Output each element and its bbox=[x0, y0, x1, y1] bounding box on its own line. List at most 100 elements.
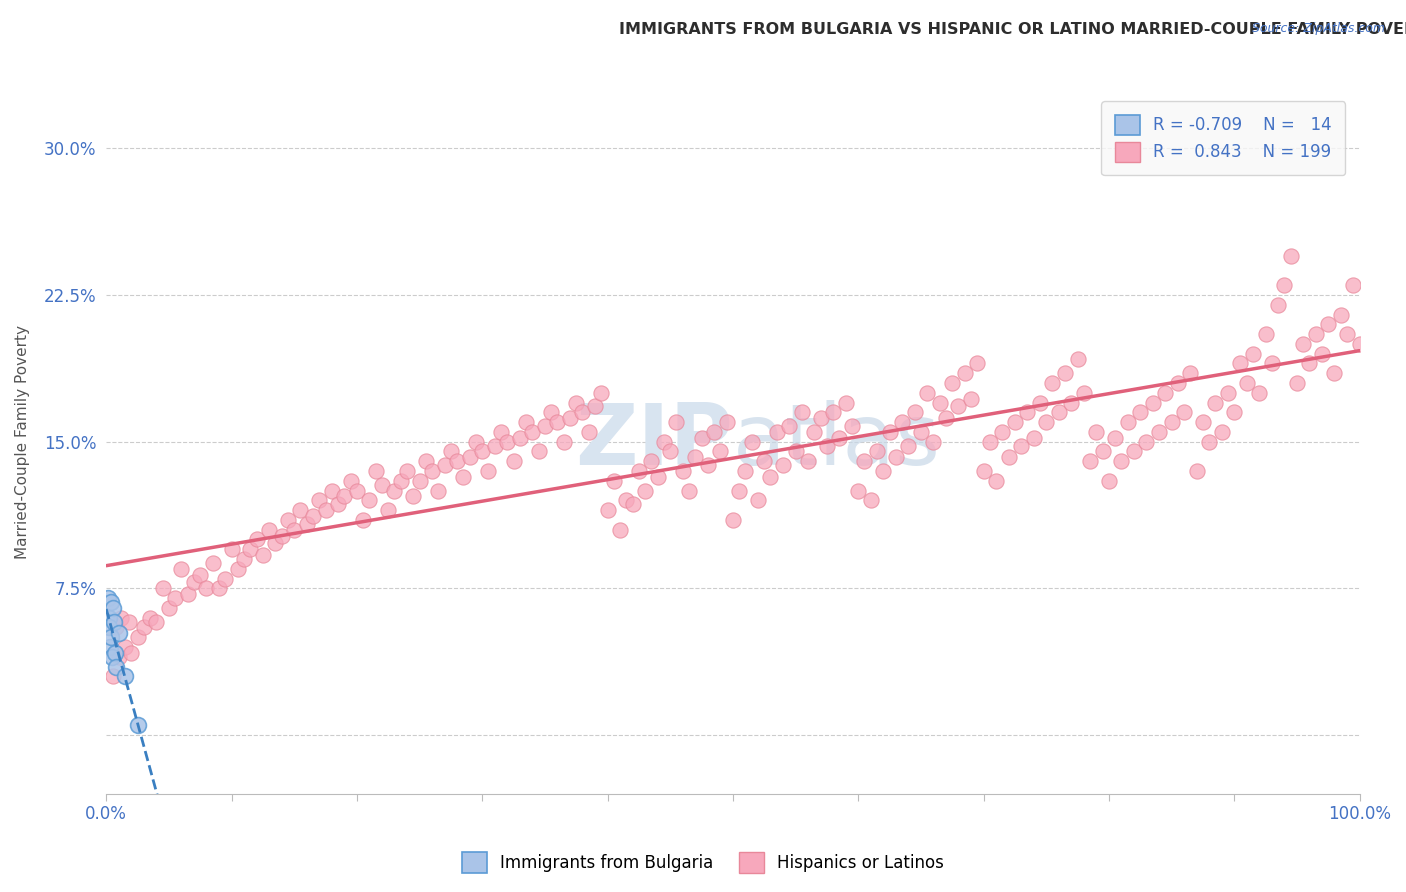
Point bbox=[734, 464, 756, 478]
Point bbox=[176, 587, 198, 601]
Point bbox=[352, 513, 374, 527]
Point bbox=[935, 411, 957, 425]
Point bbox=[257, 523, 280, 537]
Point bbox=[728, 483, 751, 498]
Point bbox=[696, 458, 718, 472]
Point bbox=[910, 425, 932, 439]
Point bbox=[252, 548, 274, 562]
Point bbox=[170, 562, 193, 576]
Point bbox=[371, 477, 394, 491]
Point bbox=[395, 464, 418, 478]
Point bbox=[1047, 405, 1070, 419]
Point bbox=[246, 533, 269, 547]
Point bbox=[484, 438, 506, 452]
Point bbox=[221, 542, 243, 557]
Point bbox=[270, 528, 292, 542]
Point bbox=[640, 454, 662, 468]
Point bbox=[540, 405, 562, 419]
Point bbox=[866, 444, 889, 458]
Point bbox=[440, 444, 463, 458]
Point bbox=[295, 516, 318, 531]
Point bbox=[283, 523, 305, 537]
Point bbox=[1292, 336, 1315, 351]
Point bbox=[110, 610, 132, 624]
Point bbox=[565, 395, 588, 409]
Point bbox=[647, 470, 669, 484]
Point bbox=[114, 669, 136, 683]
Point bbox=[759, 470, 782, 484]
Text: ZIP: ZIP bbox=[575, 401, 733, 483]
Point bbox=[803, 425, 825, 439]
Point bbox=[277, 513, 299, 527]
Point bbox=[1173, 405, 1195, 419]
Point bbox=[1022, 431, 1045, 445]
Point bbox=[107, 626, 129, 640]
Point bbox=[765, 425, 787, 439]
Point bbox=[118, 615, 141, 629]
Point bbox=[709, 444, 731, 458]
Point bbox=[703, 425, 725, 439]
Point bbox=[101, 649, 124, 664]
Point bbox=[107, 649, 129, 664]
Point bbox=[127, 718, 149, 732]
Point bbox=[915, 385, 938, 400]
Point bbox=[634, 483, 657, 498]
Point bbox=[103, 615, 125, 629]
Point bbox=[339, 474, 361, 488]
Point bbox=[1035, 415, 1057, 429]
Point bbox=[884, 450, 907, 465]
Point bbox=[377, 503, 399, 517]
Point bbox=[157, 600, 180, 615]
Point bbox=[810, 411, 832, 425]
Point bbox=[496, 434, 519, 449]
Point bbox=[1241, 346, 1264, 360]
Point bbox=[948, 400, 970, 414]
Point bbox=[953, 366, 976, 380]
Point bbox=[208, 582, 231, 596]
Point bbox=[127, 630, 149, 644]
Point bbox=[591, 385, 613, 400]
Point bbox=[105, 659, 128, 673]
Point bbox=[1085, 425, 1108, 439]
Point bbox=[226, 562, 249, 576]
Point bbox=[1285, 376, 1308, 390]
Point bbox=[1091, 444, 1114, 458]
Point bbox=[1180, 366, 1202, 380]
Point bbox=[979, 434, 1001, 449]
Point bbox=[233, 552, 256, 566]
Point bbox=[97, 610, 120, 624]
Point bbox=[941, 376, 963, 390]
Point bbox=[165, 591, 187, 606]
Point bbox=[1254, 327, 1277, 342]
Point bbox=[408, 474, 430, 488]
Point bbox=[302, 508, 325, 523]
Point bbox=[1122, 444, 1144, 458]
Text: IMMIGRANTS FROM BULGARIA VS HISPANIC OR LATINO MARRIED-COUPLE FAMILY POVERTY COR: IMMIGRANTS FROM BULGARIA VS HISPANIC OR … bbox=[619, 22, 1406, 37]
Point bbox=[1185, 464, 1208, 478]
Point bbox=[558, 411, 581, 425]
Point bbox=[678, 483, 700, 498]
Point bbox=[716, 415, 738, 429]
Point bbox=[1147, 425, 1170, 439]
Point bbox=[201, 556, 224, 570]
Point bbox=[101, 600, 124, 615]
Point bbox=[879, 425, 901, 439]
Point bbox=[834, 395, 856, 409]
Point bbox=[903, 405, 925, 419]
Point bbox=[778, 419, 800, 434]
Point bbox=[546, 415, 568, 429]
Point bbox=[790, 405, 813, 419]
Point bbox=[145, 615, 167, 629]
Point bbox=[583, 400, 606, 414]
Point bbox=[1142, 395, 1164, 409]
Point bbox=[1261, 356, 1284, 370]
Point bbox=[1198, 434, 1220, 449]
Point bbox=[1042, 376, 1064, 390]
Point bbox=[1129, 405, 1152, 419]
Point bbox=[132, 620, 155, 634]
Point bbox=[389, 474, 412, 488]
Point bbox=[458, 450, 481, 465]
Point bbox=[100, 595, 122, 609]
Point bbox=[97, 591, 120, 606]
Point bbox=[534, 419, 557, 434]
